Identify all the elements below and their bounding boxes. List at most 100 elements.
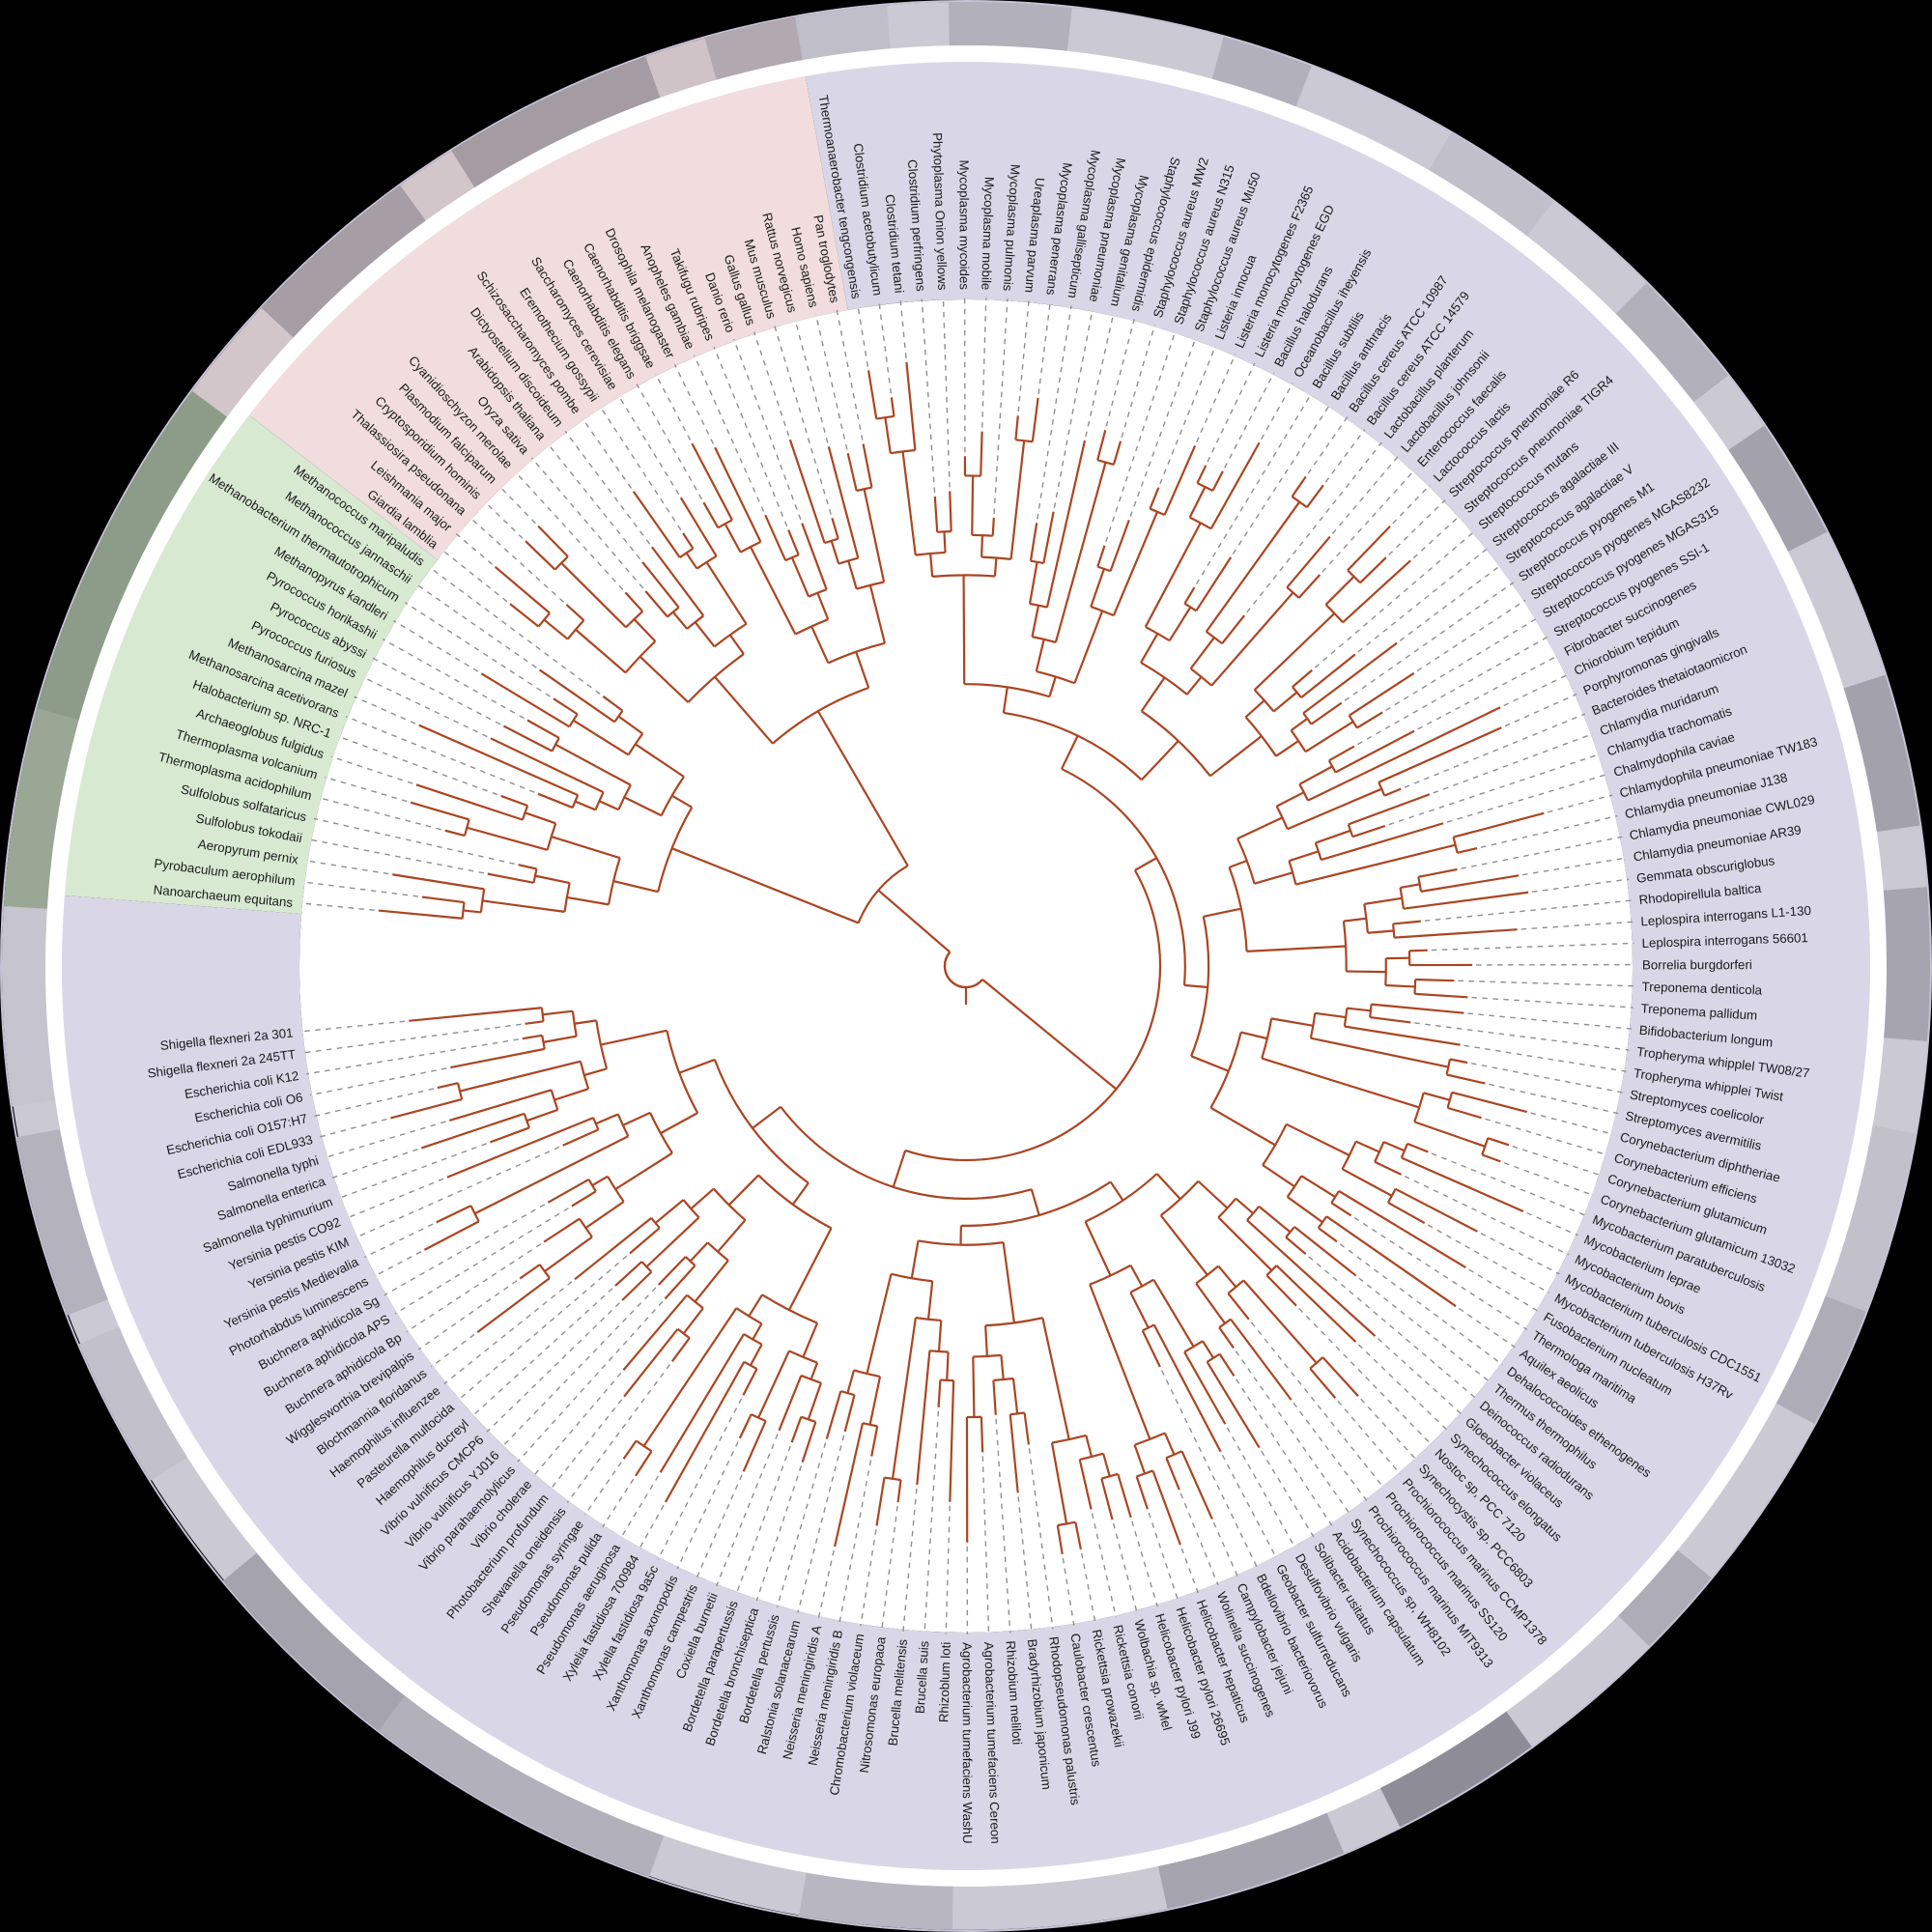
tree-branch: [981, 979, 1118, 1091]
tree-branch: [1300, 653, 1356, 698]
leader-line: [564, 430, 651, 545]
tree-branch-arc: [1190, 916, 1210, 1057]
tree-branch: [525, 811, 556, 825]
tree-branch: [877, 889, 952, 953]
tree-branch: [752, 1322, 763, 1341]
tree-branch: [1190, 1055, 1230, 1072]
tree-branch-arc: [713, 1059, 810, 1184]
tree-branch: [572, 719, 630, 756]
tree-branch-arc: [1348, 715, 1358, 729]
tree-branch: [1133, 1444, 1147, 1474]
tree-branch: [1209, 735, 1263, 778]
leader-line: [755, 1465, 803, 1602]
tree-branch: [474, 1135, 629, 1215]
tree-branch: [1073, 611, 1104, 684]
tree-branch: [1141, 740, 1179, 781]
tree-branch: [1371, 1003, 1464, 1014]
tree-branch-arc: [890, 448, 916, 455]
tree-branch-arc: [1298, 783, 1309, 802]
tree-branch: [1045, 440, 1087, 608]
tree-branch: [694, 1260, 729, 1303]
tree-branch: [810, 1362, 819, 1380]
tree-branch-arc: [857, 865, 909, 923]
tree-branch: [1152, 1279, 1195, 1348]
tree-branch-arc: [1341, 1141, 1357, 1170]
leader-line: [1180, 1548, 1199, 1594]
tree-branch-arc: [464, 819, 470, 837]
tree-branch: [685, 552, 698, 570]
leader-line: [1037, 302, 1051, 395]
tree-branch: [1369, 1015, 1411, 1024]
leaf-label: Rhizoblum loti: [936, 1641, 953, 1722]
tree-branch: [1321, 1356, 1359, 1398]
tree-branch: [827, 446, 860, 558]
tree-branch: [1085, 1435, 1094, 1458]
leader-line: [319, 1118, 387, 1138]
leader-line: [902, 1488, 918, 1633]
tree-branch: [525, 540, 556, 571]
leader-line: [313, 817, 515, 866]
tree-branch: [614, 1261, 643, 1287]
leader-line: [429, 566, 601, 695]
tree-branch: [574, 1019, 597, 1025]
tree-branch: [714, 446, 762, 543]
leader-line: [923, 1410, 940, 1634]
tree-branch: [1487, 1137, 1510, 1147]
tree-branch: [788, 439, 826, 544]
tree-branch: [868, 1376, 882, 1426]
outer-ring-segment: [1775, 1295, 1866, 1424]
leader-line: [817, 1549, 835, 1619]
tree-branch: [1315, 1011, 1347, 1019]
tree-branch: [896, 1479, 902, 1503]
tree-branch-arc: [1057, 1520, 1076, 1527]
outer-ring-segment: [378, 1694, 665, 1877]
tree-branch: [1364, 896, 1403, 905]
tree-branch: [1258, 1206, 1292, 1234]
tree-branch: [1180, 1450, 1213, 1520]
tree-branch: [1286, 535, 1331, 588]
tree-branch: [1328, 745, 1355, 762]
tree-branch: [602, 695, 624, 712]
tree-branch: [1307, 706, 1501, 802]
tree-branch: [641, 561, 680, 609]
tree-branch: [846, 453, 858, 492]
tree-branch: [1129, 1292, 1150, 1328]
tree-branch: [1155, 1173, 1181, 1201]
tree-branch-arc: [1262, 1123, 1288, 1166]
leader-line: [305, 860, 389, 875]
leader-line: [331, 1149, 418, 1179]
tree-branch-arc: [985, 1317, 1043, 1327]
tree-branch: [790, 1416, 803, 1443]
tree-branch: [654, 1199, 685, 1224]
leader-line: [1431, 942, 1634, 952]
tree-branch-arc: [666, 1030, 699, 1114]
leader-line: [1504, 693, 1577, 727]
inner-disc: [299, 299, 1633, 1633]
tree-branch: [670, 1337, 691, 1362]
outer-ring-segment: [451, 56, 661, 188]
tree-branch: [1028, 561, 1038, 605]
tree-branch: [614, 1151, 673, 1191]
tree-branch: [1196, 465, 1208, 484]
tree-branch: [1217, 1216, 1273, 1271]
tree-branch: [1270, 1017, 1314, 1027]
tree-branch: [1413, 1121, 1486, 1148]
tree-branch: [509, 603, 540, 628]
tree-branch: [537, 525, 569, 557]
tree-branch-arc: [794, 618, 829, 636]
tree-branch: [831, 518, 839, 539]
tree-branch-arc: [713, 622, 748, 648]
tree-branch-arc: [780, 1106, 1033, 1200]
tree-branch: [1414, 992, 1468, 999]
leader-line: [995, 1418, 1011, 1634]
tree-branch: [612, 880, 659, 894]
tree-branch: [392, 873, 485, 891]
tree-branch: [1447, 1106, 1482, 1120]
tree-branch-arc: [540, 1008, 545, 1022]
tree-branch: [1030, 1188, 1040, 1216]
tree-branch: [1395, 1187, 1478, 1233]
tree-branch: [1061, 735, 1079, 770]
leader-line: [1458, 1307, 1516, 1349]
tree-branch: [1168, 606, 1192, 641]
tree-branch: [644, 590, 668, 618]
